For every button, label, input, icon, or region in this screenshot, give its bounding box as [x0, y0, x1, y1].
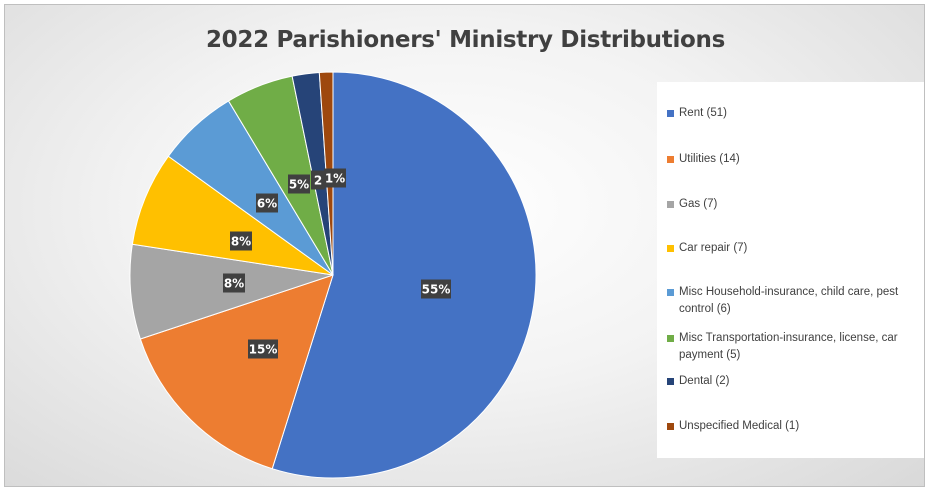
legend-label: Car repair (7) — [679, 242, 748, 254]
legend-label: Misc Household-insurance, child care, pe… — [679, 286, 899, 315]
legend-item: Misc Transportation-insurance, license, … — [667, 330, 922, 364]
data-label-text: 5% — [289, 178, 309, 192]
legend-item: Dental (2) — [667, 373, 922, 390]
data-label: 5% — [288, 174, 310, 194]
legend: Rent (51) Utilities (14) Gas (7) Car repair… — [657, 82, 924, 458]
data-label-box — [230, 231, 252, 251]
legend-label: Misc Transportation-insurance, license, … — [679, 332, 898, 361]
legend-item: Utilities (14) — [667, 151, 922, 168]
data-label-box — [223, 273, 245, 293]
legend-swatch — [667, 289, 674, 296]
data-label-text: 6% — [257, 197, 277, 211]
data-label-box — [421, 279, 451, 299]
data-label: 8% — [230, 231, 252, 251]
data-label-box — [324, 168, 346, 188]
data-label-text: 2 — [314, 174, 322, 188]
data-label-text: 1% — [325, 172, 345, 186]
legend-swatch — [667, 245, 674, 252]
data-label: 2 — [311, 170, 325, 190]
legend-swatch — [667, 335, 674, 342]
legend-label: Rent (51) — [679, 107, 727, 119]
data-label: 1% — [324, 168, 346, 188]
chart-title: 2022 Parishioners' Ministry Distribution… — [205, 27, 726, 53]
data-label-text: 8% — [224, 277, 244, 291]
legend-label: Utilities (14) — [679, 153, 740, 165]
data-label-box — [256, 193, 278, 213]
data-label-box — [311, 170, 325, 190]
pie-chart: 55% 15% 8% 8% 6% 5% 2 1% — [129, 71, 537, 479]
chart-frame: 2022 Parishioners' Ministry Distribution… — [4, 4, 925, 487]
legend-background — [657, 82, 924, 458]
data-label-text: 55% — [422, 283, 451, 297]
legend-item: Car repair (7) — [667, 240, 922, 257]
legend-swatch — [667, 201, 674, 208]
data-label: 8% — [223, 273, 245, 293]
data-label-box — [248, 339, 278, 359]
legend-item: Unspecified Medical (1) — [667, 418, 922, 435]
legend-label: Gas (7) — [679, 198, 718, 210]
legend-swatch — [667, 378, 674, 385]
legend-swatch — [667, 423, 674, 430]
legend-item: Gas (7) — [667, 196, 922, 213]
data-label-box — [288, 174, 310, 194]
legend-item: Misc Household-insurance, child care, pe… — [667, 284, 922, 318]
data-label: 15% — [248, 339, 278, 359]
pie-slice — [131, 155, 334, 276]
data-label-text: 15% — [249, 343, 278, 357]
legend-label: Dental (2) — [679, 375, 730, 387]
legend-swatch — [667, 156, 674, 163]
legend-label: Unspecified Medical (1) — [679, 420, 800, 432]
legend-swatch — [667, 110, 674, 117]
legend-item: Rent (51) — [667, 105, 922, 122]
data-label: 55% — [421, 279, 451, 299]
data-label: 6% — [256, 193, 278, 213]
data-label-text: 8% — [231, 235, 251, 249]
